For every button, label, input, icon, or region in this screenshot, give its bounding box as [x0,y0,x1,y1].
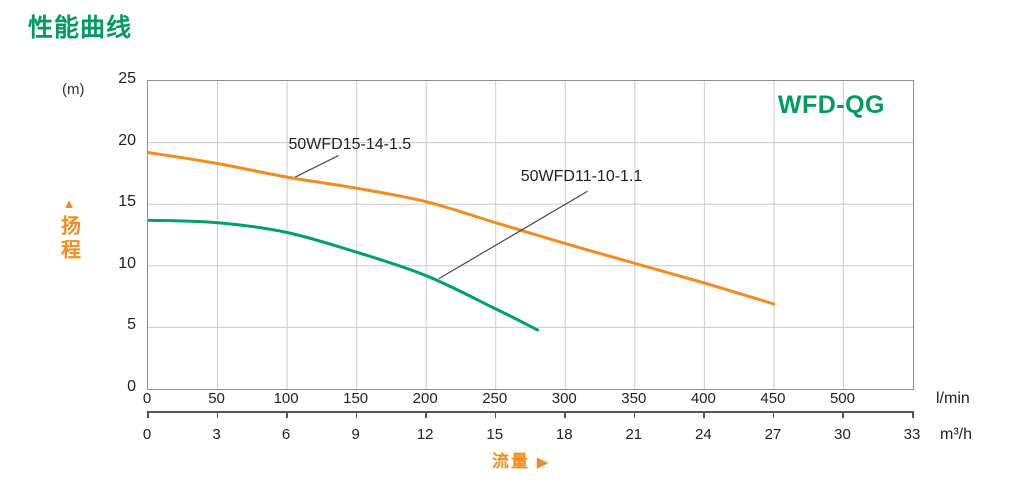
x-lmin-tick-label: 150 [343,390,369,407]
x-lmin-tick-label: 400 [690,390,716,407]
x-m3h-tick-mark [564,411,566,418]
x-m3h-tick-label: 0 [142,426,152,443]
x-m3h-tick-mark [912,411,914,418]
x-m3h-tick-mark [286,411,288,418]
x-lmin-tick-label: 450 [760,390,786,407]
x-lmin-tick-label: 250 [482,390,508,407]
y-axis-label-text: 扬程 [57,215,80,263]
x-lmin-tick-label: 200 [412,390,438,407]
x-lmin-tick-label: 0 [142,390,152,407]
x-m3h-tick-mark [216,411,219,418]
x-m3h-tick-mark [772,411,775,418]
curve-label-leader-line [438,190,588,280]
x-lmin-tick-label: 350 [621,390,647,407]
x-m3h-tick-label: 21 [625,426,643,443]
curve-50WFD11-10-1.1 [148,218,539,332]
x-lmin-tick-label: 100 [273,390,299,407]
right-arrow-icon: ▶ [536,454,549,471]
x-m3h-tick-label: 6 [281,426,291,443]
x-m3h-tick-label: 9 [351,426,360,443]
y-axis-label: ▲ 扬程 [52,196,86,264]
curve-label-green: 50WFD11-10-1.1 [520,168,643,186]
up-arrow-icon: ▲ [62,196,76,211]
x-m3h-tick-mark [633,411,636,418]
flow-label-text: 流量 [492,452,530,471]
x-axis-lmin-unit: l/min [936,390,970,407]
x-m3h-tick-label: 33 [903,426,921,443]
x-m3h-tick-mark [355,411,358,418]
page-title: 性能曲线 [28,14,133,42]
x-axis-m3h-line [147,411,913,413]
x-axis-m3h-unit: m³/h [940,426,972,443]
y-tick-label: 20 [118,131,136,149]
y-axis-unit: (m) [62,81,85,98]
curve-label-orange: 50WFD15-14-1.5 [288,136,412,154]
curve-label-leader-line [293,154,339,179]
x-m3h-tick-mark [703,411,705,418]
x-m3h-tick-mark [425,411,427,418]
x-m3h-tick-mark [147,411,149,418]
y-tick-label: 25 [118,70,136,87]
x-m3h-tick-mark [842,411,844,418]
chart-plot-area: WFD-QG 50WFD15-14-1.5 50WFD11-10-1.1 [147,80,914,390]
x-m3h-tick-label: 12 [416,426,434,443]
x-m3h-tick-label: 30 [834,426,851,443]
x-m3h-tick-label: 18 [555,426,573,443]
product-family-label: WFD-QG [777,91,885,119]
y-tick-label: 5 [127,316,136,334]
x-lmin-tick-label: 500 [829,390,855,407]
x-m3h-tick-label: 3 [212,426,221,443]
x-m3h-tick-mark [494,411,497,418]
x-m3h-tick-label: 15 [486,426,504,443]
x-m3h-tick-label: 24 [695,426,712,443]
curves-svg [148,81,913,389]
x-lmin-tick-label: 50 [208,390,225,407]
y-tick-label: 0 [127,378,136,395]
x-m3h-tick-label: 27 [764,426,782,443]
curve-50WFD15-14-1.5 [148,151,776,306]
y-tick-label: 10 [118,254,136,272]
x-axis-flow-label: 流量 ▶ [492,447,548,472]
x-lmin-tick-label: 300 [551,390,577,407]
y-tick-label: 15 [118,193,136,211]
